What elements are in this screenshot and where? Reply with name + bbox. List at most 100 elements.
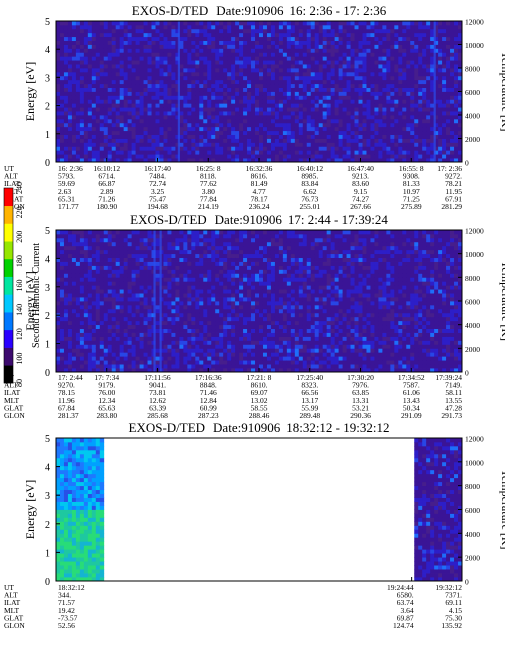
heat-cell [350,28,355,34]
heat-cell [75,24,81,30]
heat-cell [438,64,443,69]
heat-cell [147,142,152,147]
heat-cell [79,111,85,116]
heat-cell [262,130,268,135]
heat-cell [155,348,160,353]
heat-cell [219,111,224,116]
heat-cell [99,68,105,73]
heat-cell [302,64,308,69]
heat-cell [434,158,439,163]
heat-cell [103,64,109,69]
heat-cell [382,95,387,100]
heat-cell [87,364,93,369]
heat-cell [422,150,427,155]
heat-cell [135,237,140,243]
heat-cell [458,150,463,155]
heat-cell [87,71,93,77]
heat-cell [290,115,296,120]
heat-cell [370,36,375,41]
heat-cell [310,21,316,26]
heat-cell [59,360,65,365]
heat-cell [442,126,447,132]
heat-cell [255,111,260,116]
heat-cell [362,44,367,49]
heat-cell [282,44,288,49]
heat-cell [398,103,403,108]
heat-cell [119,269,125,274]
ephemeris-value: 8985. [301,172,318,181]
heat-cell [458,103,463,108]
heat-cell [274,126,280,132]
heat-cell [366,68,371,73]
heat-cell [290,40,296,45]
heat-cell [71,24,77,30]
heat-cell [446,52,451,57]
heat-cell [406,138,411,143]
heat-cell [342,64,347,69]
heat-cell [274,56,280,61]
heat-cell [450,56,455,61]
heat-cell [370,79,375,85]
heat-cell [215,21,220,26]
heat-cell [56,134,61,139]
heat-cell [163,289,168,294]
heat-cell [115,344,121,349]
heat-cell [147,356,152,361]
heat-cell [430,44,435,49]
heat-cell [135,324,140,330]
heat-cell [386,79,391,85]
heat-cell [211,44,216,49]
heat-cell [175,95,180,100]
heat-cell [175,118,180,124]
heat-cell [139,297,144,302]
heat-cell [63,340,69,345]
heat-cell [270,134,276,139]
heat-cell [203,115,208,120]
heat-cell [143,64,148,69]
heat-cell [394,111,399,116]
heat-cell [247,21,252,26]
heat-cell [294,40,300,45]
heat-cell [454,107,459,112]
heat-cell [278,44,284,49]
heat-cell [167,79,172,85]
heat-cell [458,130,463,135]
heat-cell [115,257,121,262]
heat-cell [426,150,431,155]
heat-cell [434,64,439,69]
heat-cell [298,79,304,85]
heat-cell [362,68,367,73]
heat-cell [366,111,371,116]
heat-cell [362,36,367,41]
heat-cell [266,52,272,57]
heat-cell [127,111,133,116]
heat-cell [115,28,121,34]
heat-cell [255,68,260,73]
heat-cell [450,68,455,73]
heat-cell [322,91,328,96]
heat-cell [454,158,459,163]
heat-cell [338,56,343,61]
heat-cell [207,103,212,108]
heat-cell [274,40,280,45]
heat-cell [215,158,220,163]
heat-cell [87,95,93,100]
heat-cell [414,32,419,38]
heat-cell [334,56,340,61]
heat-cell [219,21,224,26]
heat-cell [247,28,252,34]
heat-cell [167,48,172,53]
heat-cell [99,36,105,41]
heat-cell [231,122,236,128]
heat-cell [99,312,105,318]
heat-cell [187,99,192,104]
ephemeris-value: 78.17 [251,194,268,203]
heat-cell [95,324,101,330]
heat-cell [266,118,272,124]
heat-cell [434,99,439,104]
heat-cell [274,146,280,151]
heat-cell [191,91,196,96]
heat-cell [406,87,411,92]
heat-cell [378,99,383,104]
heat-cell [143,28,148,34]
